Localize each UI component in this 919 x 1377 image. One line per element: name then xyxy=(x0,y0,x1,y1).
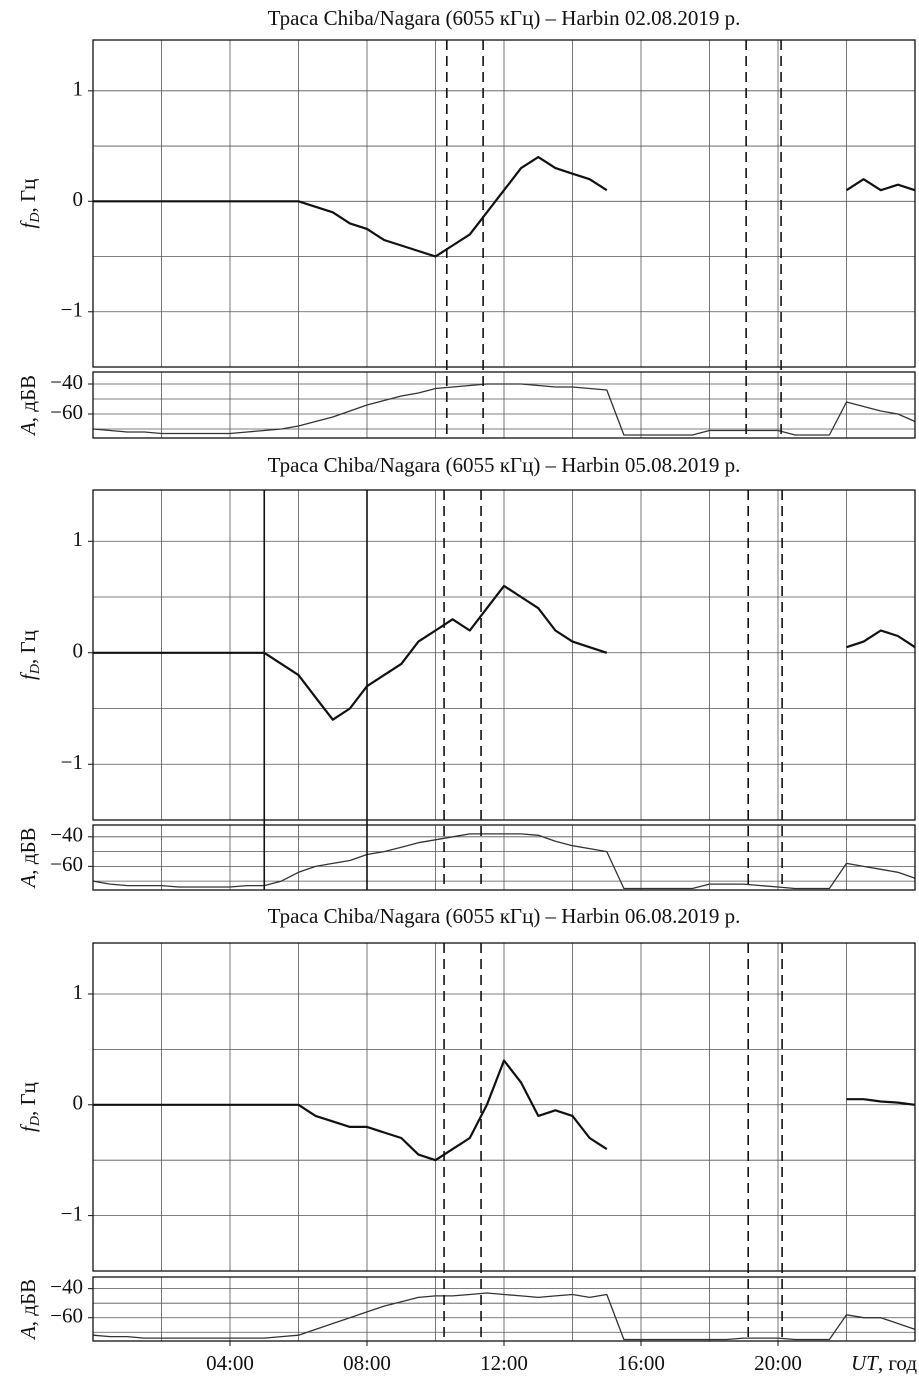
x-label-symbol: UT xyxy=(851,1351,879,1375)
x-tick-label: 16:00 xyxy=(617,1351,665,1375)
y-tick-label: 0 xyxy=(73,187,84,211)
y2-label-unit: , дБВ xyxy=(16,375,40,422)
y2-tick-label: −60 xyxy=(50,852,83,876)
plot-frame xyxy=(92,824,916,891)
y2-tick-label: −40 xyxy=(50,1274,83,1298)
chart-title: Траса Chiba/Nagara (6055 кГц) – Harbin 0… xyxy=(268,453,741,477)
y2-label-symbol: A xyxy=(16,875,40,890)
y-tick-label: −1 xyxy=(61,298,83,322)
plot-frame xyxy=(92,489,916,821)
amplitude-line xyxy=(92,1292,916,1341)
y-tick-label: 1 xyxy=(73,77,84,101)
x-tick-label: 04:00 xyxy=(206,1351,254,1375)
y-tick-label: 0 xyxy=(73,639,84,663)
doppler-line xyxy=(93,156,916,258)
y2-tick-label: −40 xyxy=(50,823,83,847)
y-label-symbol: f xyxy=(16,219,40,228)
x-tick-label: 20:00 xyxy=(754,1351,802,1375)
y-tick-label: 1 xyxy=(73,527,84,551)
y-label-unit: , Гц xyxy=(16,1082,40,1116)
y-label-unit: , Гц xyxy=(16,630,40,664)
plot-frame xyxy=(92,39,916,368)
y2-axis-label: A, дБВ xyxy=(16,375,40,437)
amplitude-line xyxy=(92,383,916,436)
y-label-sub: D xyxy=(28,664,43,675)
y-label-sub: D xyxy=(28,212,43,223)
doppler-line xyxy=(93,584,916,721)
y2-label-unit: , дБВ xyxy=(16,1279,40,1326)
x-axis-label: UT, год xyxy=(851,1351,917,1375)
x-tick-label: 08:00 xyxy=(343,1351,391,1375)
chart-title: Траса Chiba/Nagara (6055 кГц) – Harbin 0… xyxy=(268,6,741,30)
y-tick-label: 1 xyxy=(73,980,84,1004)
plot-frame xyxy=(92,1276,916,1342)
y-axis-label: fD, Гц xyxy=(16,1082,43,1132)
y-tick-label: 0 xyxy=(73,1091,84,1115)
y2-label-unit: , дБВ xyxy=(16,827,40,874)
y2-axis-label: A, дБВ xyxy=(16,827,40,889)
y-axis-label: fD, Гц xyxy=(16,179,43,229)
x-label-unit: , год xyxy=(878,1351,917,1375)
y2-tick-label: −40 xyxy=(50,370,83,394)
y2-label-symbol: A xyxy=(16,1326,40,1341)
plot-frame xyxy=(92,942,916,1272)
y2-label-symbol: A xyxy=(16,422,40,437)
y2-tick-label: −60 xyxy=(50,400,83,424)
y-label-unit: , Гц xyxy=(16,179,40,213)
y-tick-label: −1 xyxy=(61,1201,83,1225)
y2-axis-label: A, дБВ xyxy=(16,1279,40,1341)
amplitude-line xyxy=(92,833,916,890)
y2-tick-label: −60 xyxy=(50,1304,83,1328)
y-label-sub: D xyxy=(28,1116,43,1127)
chart-title: Траса Chiba/Nagara (6055 кГц) – Harbin 0… xyxy=(268,904,741,928)
y-axis-label: fD, Гц xyxy=(16,630,43,680)
y-label-symbol: f xyxy=(16,1123,40,1132)
y-label-symbol: f xyxy=(16,671,40,680)
plot-frame xyxy=(92,371,916,439)
x-tick-label: 12:00 xyxy=(480,1351,528,1375)
doppler-line xyxy=(93,1059,916,1162)
y-tick-label: −1 xyxy=(61,750,83,774)
